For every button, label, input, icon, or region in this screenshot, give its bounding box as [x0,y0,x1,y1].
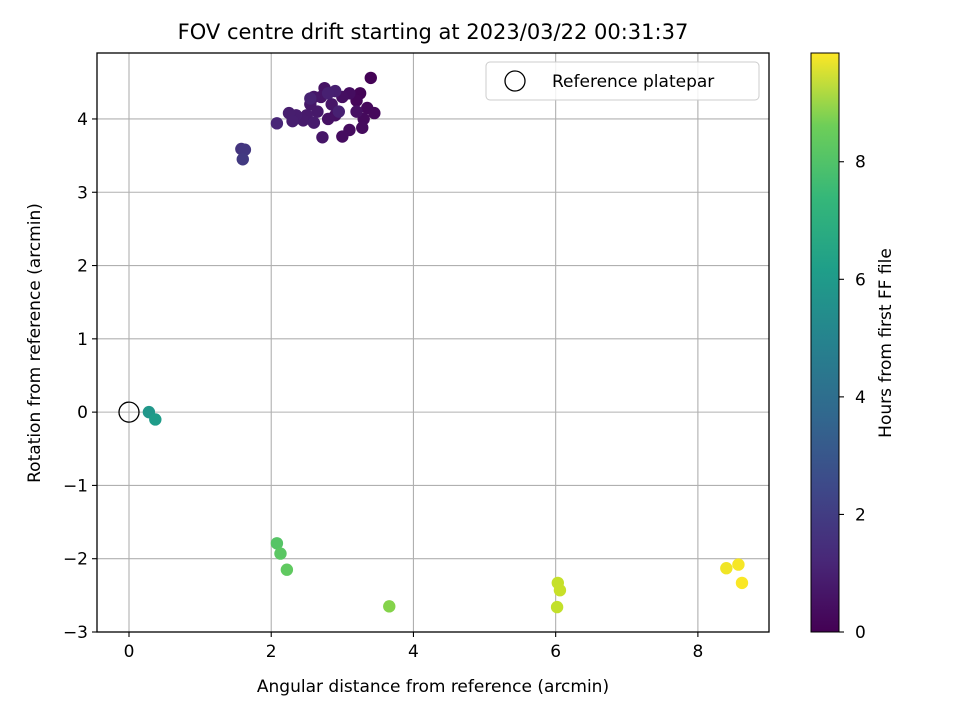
x-tick-label: 6 [550,642,561,662]
data-point [274,547,287,560]
data-point [307,116,321,129]
x-axis-ticks: 0 2 4 6 8 [124,632,703,662]
data-point [350,105,363,118]
data-point [356,121,369,134]
plot-area-frame [96,52,770,633]
data-point [311,105,324,118]
x-tick-label: 2 [266,642,277,662]
x-tick-label: 0 [124,642,135,662]
colorbar-tick-label: 6 [855,270,866,290]
data-point [553,584,567,597]
legend: Reference platepar [485,61,760,101]
data-point [336,130,349,143]
y-tick-label: 4 [77,110,88,130]
reference-marker-group [118,401,140,423]
data-point [270,117,284,130]
data-point [720,562,733,575]
scatter-points [142,71,749,614]
data-point [332,105,345,118]
chart-title: FOV centre drift starting at 2023/03/22 … [178,20,689,44]
data-point [383,600,396,613]
y-tick-label: 3 [77,183,88,203]
colorbar-ticks: 0 2 4 6 8 [839,153,866,643]
colorbar-label: Hours from first FF file [876,248,896,438]
data-point [550,600,564,614]
grid-lines [97,53,769,633]
colorbar-gradient [810,52,840,633]
colorbar-tick-label: 4 [855,388,866,408]
reference-platepar-marker [118,401,140,423]
y-axis-label: Rotation from reference (arcmin) [25,203,45,483]
data-point [270,537,284,550]
y-axis-ticks: −3 −2 −1 0 1 2 3 4 [63,110,97,643]
data-point [321,112,335,126]
data-point [149,413,162,426]
data-point [286,114,299,128]
data-point [236,153,249,166]
data-point [368,106,381,120]
data-point [304,92,317,105]
y-tick-label: −3 [63,623,88,643]
legend-box [485,61,760,101]
data-point [732,558,745,571]
colorbar-tick-label: 2 [855,505,866,525]
colorbar-tick-label: 8 [855,153,866,173]
colorbar: 0 2 4 6 8 Hours from first FF file [810,52,896,643]
colorbar-tick-label: 0 [855,623,866,643]
y-tick-label: −2 [63,550,88,570]
data-point [280,563,294,576]
legend-marker-icon [504,70,526,92]
data-point [735,576,749,590]
x-tick-label: 8 [692,642,703,662]
y-tick-label: −1 [63,476,88,496]
y-tick-label: 0 [77,403,88,423]
data-point [316,131,329,144]
x-axis-label: Angular distance from reference (arcmin) [257,677,609,697]
legend-label: Reference platepar [552,72,714,92]
data-point [321,87,335,100]
y-tick-label: 2 [77,257,88,277]
data-point [364,71,377,85]
data-point [238,143,252,156]
y-tick-label: 1 [77,330,88,350]
x-tick-label: 4 [408,642,419,662]
